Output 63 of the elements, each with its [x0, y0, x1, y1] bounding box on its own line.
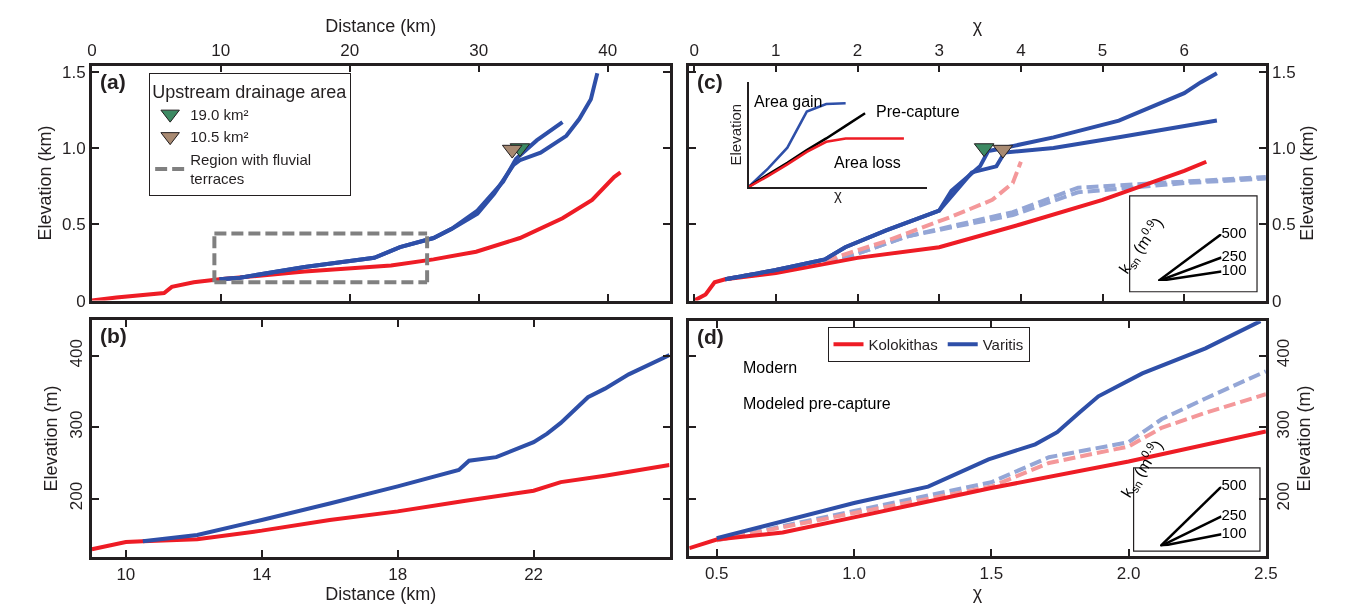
y-tick-label: 1.0 [62, 138, 86, 158]
x-tick-label: 0 [689, 41, 699, 61]
x-tick-label: 1.0 [842, 564, 866, 584]
annotation: Area gain [754, 93, 823, 110]
y-tick-label: 200 [67, 481, 87, 511]
x-tick-label: 3 [934, 41, 944, 61]
x-axis-title: Distance (km) [325, 584, 437, 605]
legend-label: 10.5 km² [190, 128, 249, 146]
chart-title: (d) [697, 325, 724, 348]
chart-title: (c) [697, 70, 723, 93]
x-tick-label: 1.5 [979, 564, 1004, 584]
x-tick-label: 2.5 [1254, 564, 1278, 584]
y-tick-label: 1.5 [62, 62, 86, 82]
y-tick-label: 1.5 [1272, 62, 1296, 82]
x-tick-label: 4 [1016, 41, 1026, 61]
legend-label: 19.0 km² [190, 105, 249, 123]
y-tick-label: 0 [76, 291, 86, 311]
chart-title: (b) [100, 324, 127, 347]
x-tick-label: 20 [340, 41, 360, 61]
x-tick-label: 1 [771, 41, 781, 61]
data-label: 100 [1221, 524, 1247, 542]
y-axis-title: Elevation [726, 103, 744, 166]
legend-label: Varitis [982, 336, 1024, 354]
x-tick-label: 30 [469, 41, 489, 61]
x-tick-label: 2.0 [1116, 564, 1141, 584]
y-tick-label: 300 [1274, 410, 1294, 439]
data-label: 250 [1221, 506, 1247, 524]
x-tick-label: 2 [852, 41, 863, 61]
x-axis-title: χ [833, 186, 842, 204]
legend-title: Upstream drainage area [152, 81, 348, 102]
x-axis-title: χ [972, 583, 983, 604]
y-tick-label: 200 [1274, 482, 1294, 511]
annotation: Modeled pre-capture [743, 395, 891, 412]
x-tick-label: 14 [252, 565, 272, 585]
annotation: Pre-capture [876, 103, 960, 120]
x-tick-label: 6 [1179, 41, 1189, 61]
y-tick-label: 400 [1274, 338, 1294, 368]
x-tick-label: 22 [524, 565, 544, 585]
data-label: 500 [1221, 223, 1247, 241]
y-tick-label: 0.5 [1272, 215, 1296, 235]
x-tick-label: 40 [598, 41, 618, 61]
x-axis-title: Distance (km) [325, 16, 437, 37]
x-tick-label: 10 [211, 41, 231, 61]
data-label: 500 [1221, 476, 1247, 494]
y-tick-label: 1.0 [1272, 138, 1296, 158]
y-axis-title: Elevation (m) [40, 385, 61, 492]
y-axis-title: Elevation (km) [1296, 125, 1317, 241]
y-axis-title: Elevation (km) [35, 125, 56, 241]
y-tick-label: 0.5 [62, 215, 86, 235]
x-tick-label: 5 [1097, 41, 1108, 61]
y-tick-label: 400 [67, 339, 87, 368]
x-tick-label: 18 [388, 565, 408, 585]
legend-label: Kolokithas [868, 336, 938, 354]
y-tick-label: 300 [67, 410, 87, 439]
x-tick-label: 10 [116, 565, 136, 585]
x-tick-label: 0.5 [704, 564, 729, 584]
x-axis-title: χ [972, 16, 983, 37]
y-tick-label: 0 [1272, 291, 1282, 311]
legend-label: Region with fluvial terraces [190, 150, 312, 188]
annotation: Area loss [834, 154, 901, 171]
annotation: Modern [743, 359, 798, 376]
chart-title: (a) [100, 70, 126, 93]
y-axis-title: Elevation (m) [1294, 385, 1315, 492]
